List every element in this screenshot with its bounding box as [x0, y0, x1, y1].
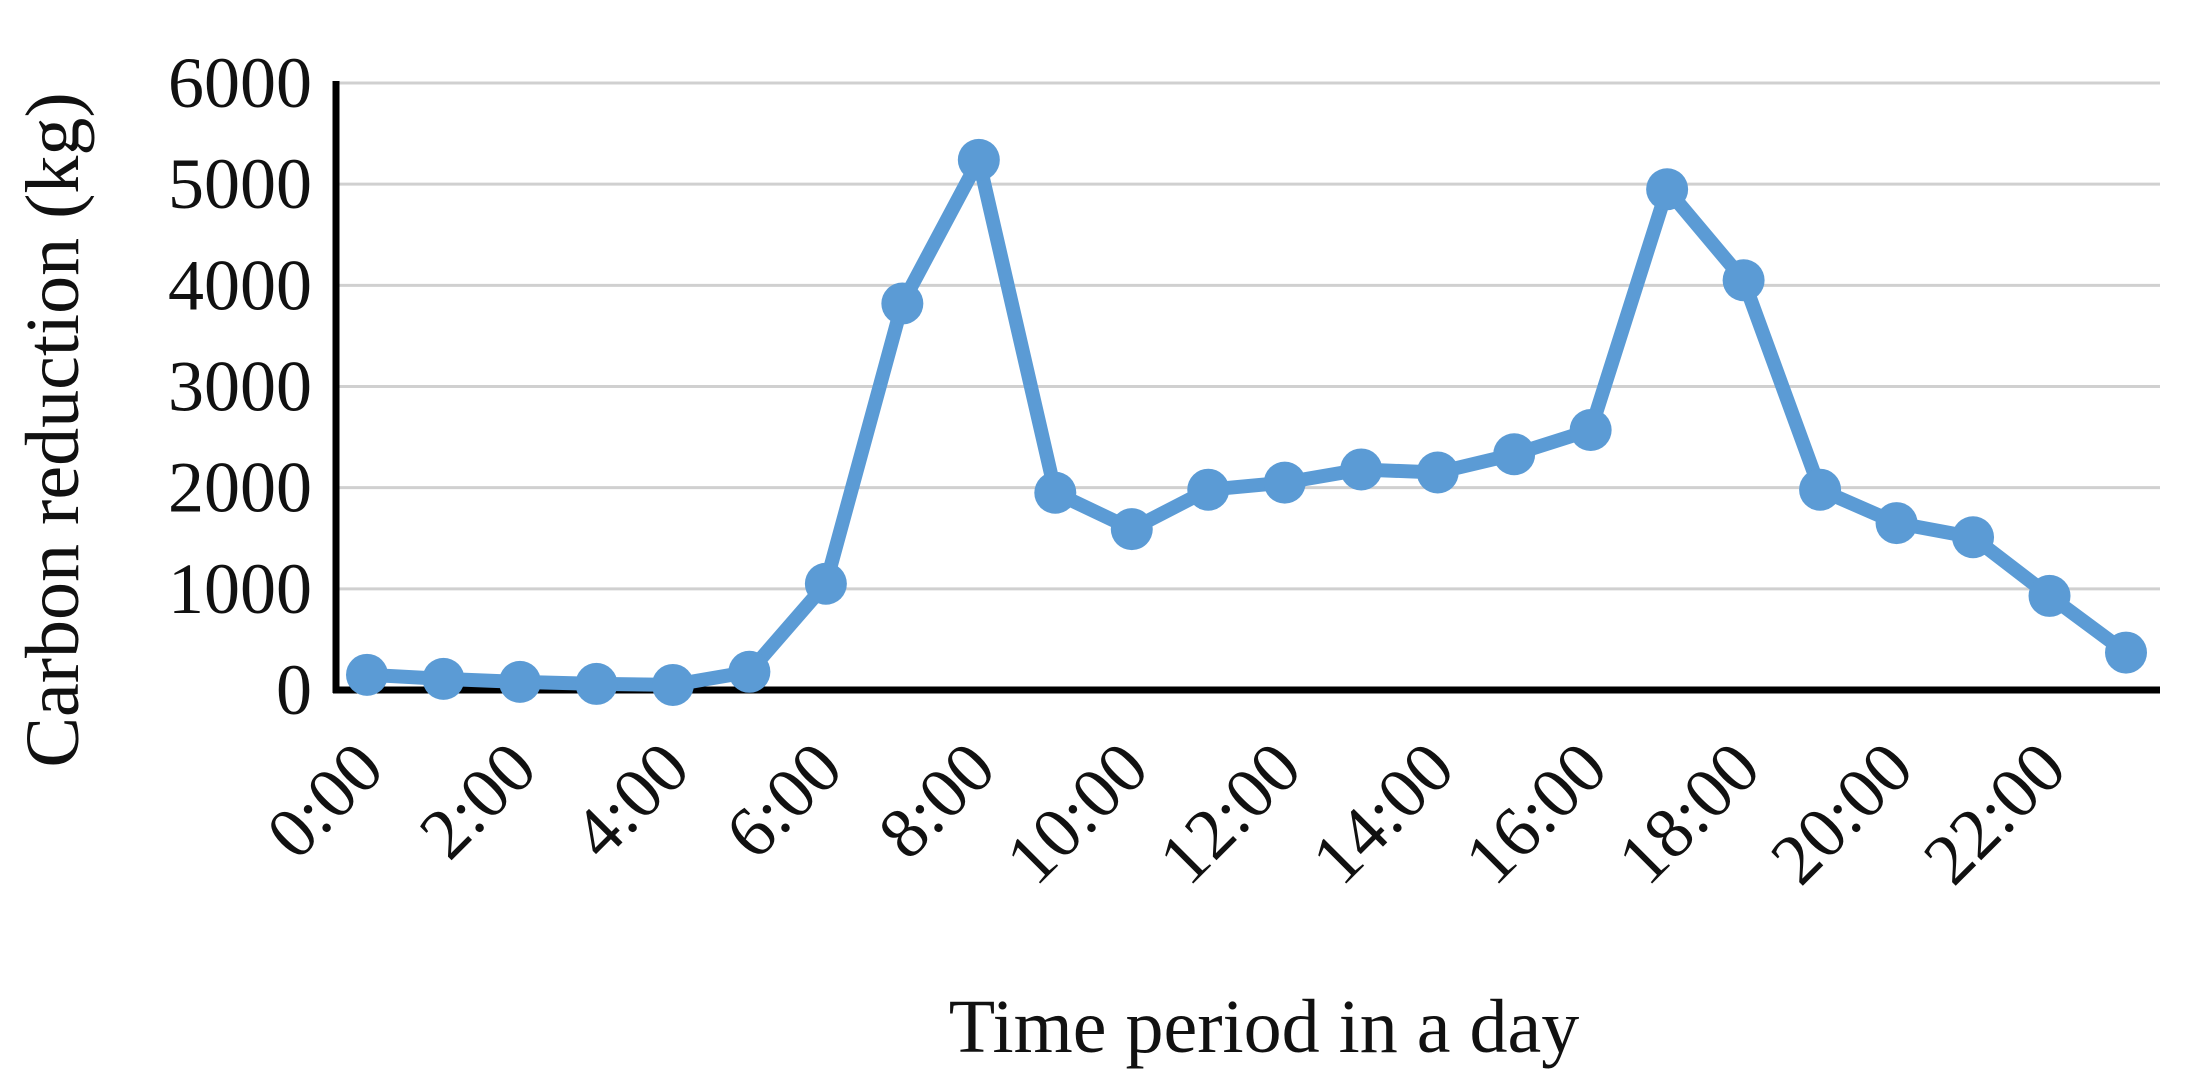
data-point: [1799, 468, 1842, 511]
data-point: [346, 653, 388, 696]
data-point: [651, 663, 694, 706]
data-point: [1416, 451, 1459, 494]
data-point: [1875, 502, 1918, 545]
x-tick-label: 22:00: [1908, 727, 2081, 900]
x-tick-label: 2:00: [404, 727, 551, 874]
x-tick-label: 6:00: [710, 727, 857, 874]
y-tick-label: 6000: [168, 43, 312, 123]
x-tick-label: 16:00: [1449, 727, 1622, 900]
data-point: [1493, 433, 1536, 476]
data-point: [1952, 516, 1995, 559]
data-point: [422, 657, 465, 700]
y-tick-label: 4000: [168, 245, 312, 325]
series-line-path: [360, 152, 2133, 692]
data-point: [498, 660, 541, 703]
x-tick-label: 18:00: [1602, 727, 1775, 900]
data-point: [957, 138, 1000, 181]
x-tick-label: 12:00: [1144, 727, 1317, 900]
x-tick-label: 14:00: [1296, 727, 1469, 900]
data-point: [575, 662, 618, 705]
data-point: [2028, 574, 2071, 617]
data-point: [1034, 471, 1077, 514]
series-line: [360, 152, 2133, 692]
data-point: [881, 282, 924, 325]
x-tick-label: 4:00: [557, 727, 704, 874]
data-point: [2105, 631, 2147, 674]
x-axis-title: Time period in a day: [949, 985, 1579, 1069]
data-point: [1340, 448, 1383, 491]
x-tick-label: 10:00: [991, 727, 1164, 900]
y-tick-label: 1000: [168, 549, 312, 629]
x-tick-label: 20:00: [1755, 727, 1928, 900]
y-tick-label: 2000: [168, 448, 312, 528]
x-tick-label: 8:00: [863, 727, 1010, 874]
x-tick-labels: 0:00 2:00 4:00 6:00 8:0010:0012:0014:0016:00…: [251, 727, 2081, 900]
data-point: [1646, 168, 1689, 211]
data-point: [1263, 461, 1306, 504]
data-point: [804, 562, 847, 605]
y-tick-label: 3000: [168, 347, 312, 427]
series-markers: [346, 138, 2147, 706]
data-point: [1110, 508, 1153, 551]
data-point: [1187, 468, 1230, 511]
data-point: [1722, 259, 1765, 302]
gridlines: [336, 81, 2160, 591]
y-tick-labels: 0 1000 2000 3000 4000 5000 6000: [168, 43, 312, 730]
y-axis-title: Carbon reduction (kg): [11, 92, 95, 767]
x-tick-label: 0:00: [251, 727, 398, 874]
data-point: [728, 650, 771, 693]
y-tick-label: 0: [276, 650, 312, 730]
y-tick-label: 5000: [168, 144, 312, 224]
data-point: [1569, 409, 1612, 452]
